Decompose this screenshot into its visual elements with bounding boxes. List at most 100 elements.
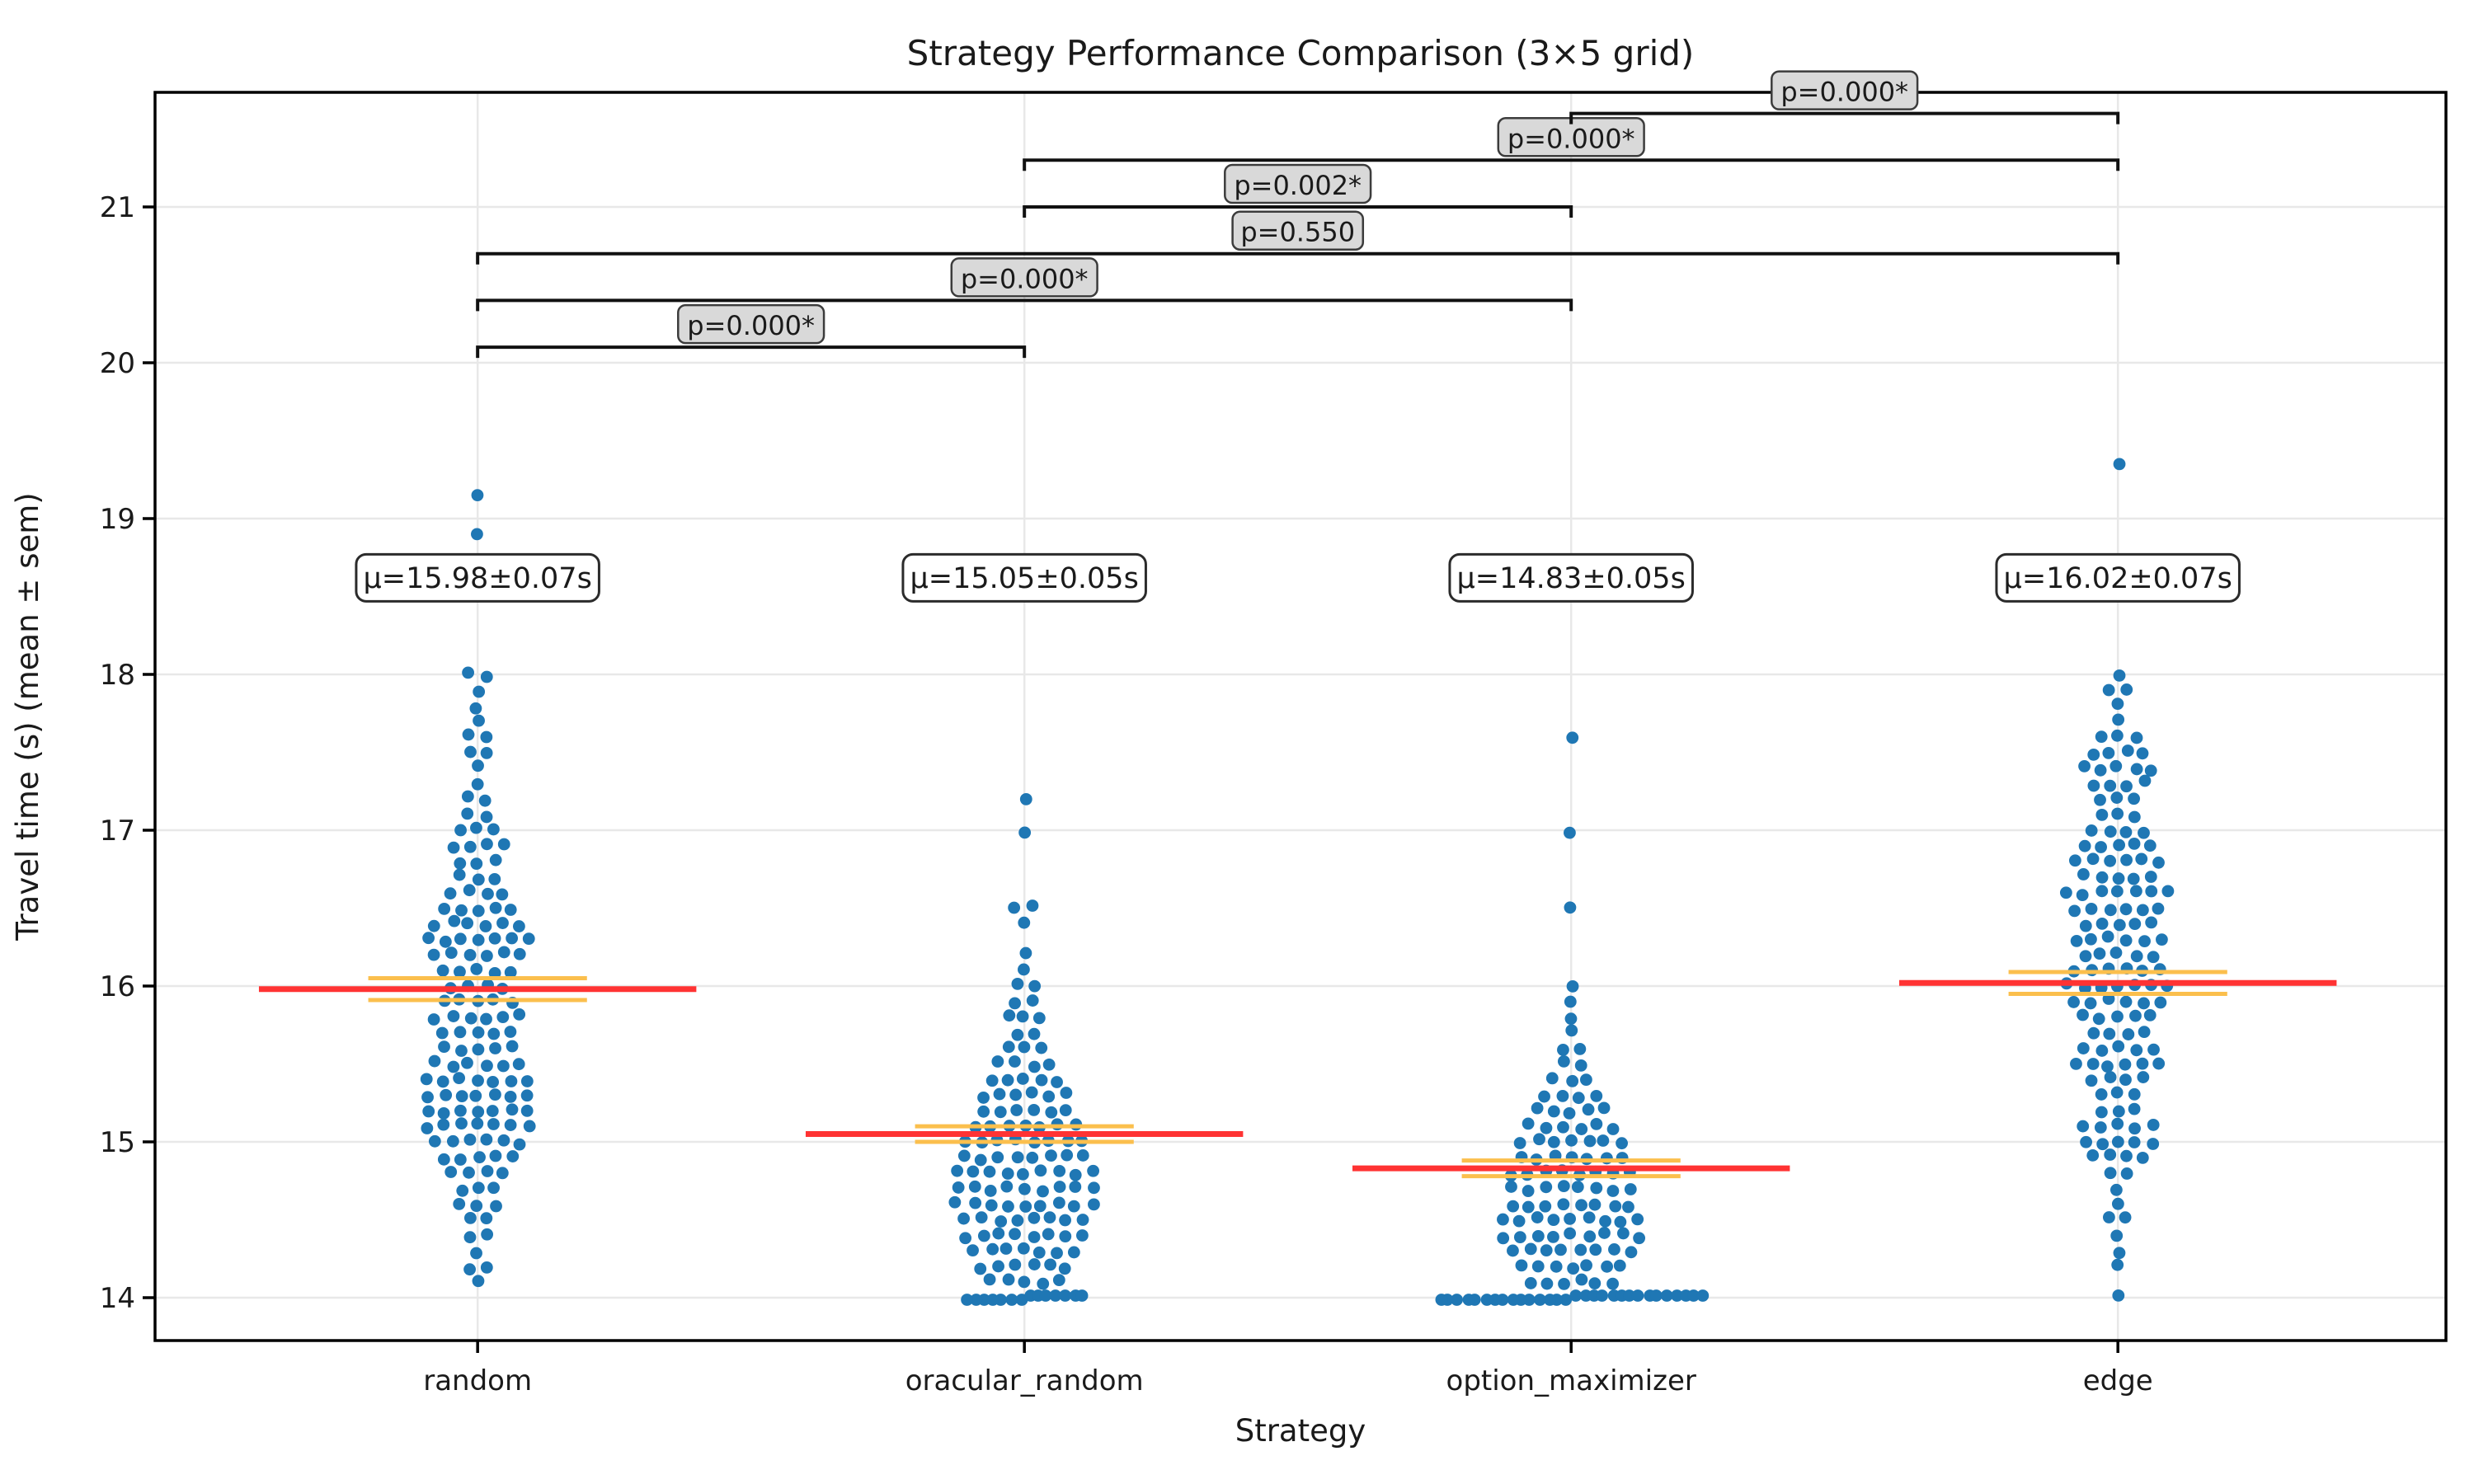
swarm-point xyxy=(1011,1151,1024,1164)
swarm-point xyxy=(480,1012,492,1026)
swarm-point xyxy=(1067,1200,1080,1213)
swarm-point xyxy=(1039,1289,1052,1302)
mean-annotations: μ=15.98±0.07s μ=15.05±0.05s μ=14.83±0.05s μ… xyxy=(355,552,2241,603)
swarm-point xyxy=(968,1180,981,1193)
swarm-point xyxy=(2095,841,2107,853)
swarm-point xyxy=(992,1227,1005,1240)
swarm-point xyxy=(480,730,493,744)
swarm-point xyxy=(1540,1121,1553,1134)
swarm-point xyxy=(2144,871,2157,883)
swarm-point xyxy=(967,1165,980,1178)
swarm-point xyxy=(520,1104,534,1117)
swarm-point xyxy=(1034,1164,1047,1177)
swarm-point xyxy=(1000,1180,1014,1193)
swarm-point xyxy=(1596,1289,1608,1302)
swarm-point xyxy=(1606,1123,1620,1135)
p-value-box xyxy=(950,257,1098,298)
swarm-point xyxy=(448,914,461,928)
swarm-point xyxy=(2103,1027,2116,1040)
swarm-point xyxy=(1087,1164,1100,1177)
p-value-label: p=0.000* xyxy=(961,263,1089,294)
swarm-point xyxy=(952,1181,965,1194)
swarm-point xyxy=(453,868,466,881)
swarm-point xyxy=(1564,1012,1578,1026)
swarm-point xyxy=(961,1294,973,1306)
swarm-point xyxy=(489,901,502,914)
swarm-point xyxy=(1545,1072,1559,1085)
swarm-point xyxy=(1037,1277,1050,1290)
swarm-point xyxy=(1018,1040,1031,1054)
swarm-point xyxy=(446,1134,459,1148)
swarm-point xyxy=(472,1275,485,1288)
swarm-point xyxy=(447,841,460,854)
swarm-point xyxy=(2147,951,2160,964)
swarm-point xyxy=(1505,1181,1517,1193)
swarm-point xyxy=(473,1151,486,1164)
swarm-point xyxy=(2101,930,2114,943)
swarm-point xyxy=(2128,1102,2141,1115)
swarm-point xyxy=(513,1007,526,1021)
swarm-point xyxy=(444,887,457,900)
swarm-point xyxy=(489,1149,502,1162)
swarm-point xyxy=(1531,1230,1545,1242)
swarm-point xyxy=(1564,901,1577,914)
swarm-point xyxy=(2130,950,2143,963)
swarm-point xyxy=(2085,1074,2098,1087)
swarm-point xyxy=(1059,1230,1072,1243)
swarm-point xyxy=(1019,792,1032,805)
swarm-point xyxy=(1590,1117,1603,1130)
swarm-point xyxy=(1018,963,1030,976)
swarm-point xyxy=(1590,1089,1603,1102)
swarm-point xyxy=(437,1106,450,1120)
swarm-point xyxy=(1671,1289,1683,1302)
swarm-point xyxy=(1579,1073,1592,1087)
swarm-point xyxy=(440,1088,453,1101)
swarm-point xyxy=(428,1134,441,1148)
swarm-point xyxy=(436,1075,449,1088)
swarm-point xyxy=(2111,697,2124,711)
swarm-point xyxy=(2136,904,2149,917)
swarm-point xyxy=(1597,1134,1610,1147)
swarm-point xyxy=(487,1076,500,1088)
swarm-point xyxy=(999,1242,1013,1255)
swarm-point xyxy=(984,1185,997,1197)
swarm-point xyxy=(1507,1244,1519,1257)
p-value-box xyxy=(677,303,825,345)
swarm-point xyxy=(2104,854,2117,867)
swarm-point xyxy=(469,702,482,715)
swarm-point xyxy=(1580,1259,1592,1272)
swarm-point xyxy=(520,1075,534,1087)
swarm-point xyxy=(1059,1104,1072,1117)
swarm-point xyxy=(1524,1277,1537,1289)
swarm-point xyxy=(489,853,502,866)
swarm-point xyxy=(2095,871,2109,884)
swarm-point xyxy=(2077,868,2090,881)
swarm-point xyxy=(1540,1277,1554,1290)
swarm-point xyxy=(1010,1104,1023,1116)
swarm-point xyxy=(1042,1090,1056,1103)
mean-annotation-box xyxy=(1995,552,2241,603)
swarm-point xyxy=(2130,1044,2143,1057)
swarm-point xyxy=(454,857,467,870)
mean-sem-lines xyxy=(258,970,2337,1179)
swarm-point xyxy=(1462,1294,1475,1306)
significance-bracket xyxy=(476,345,1027,359)
swarm-point xyxy=(470,821,482,834)
swarm-point xyxy=(437,1118,450,1131)
swarm-point xyxy=(1696,1289,1710,1302)
swarm-point xyxy=(1507,1294,1520,1306)
swarm-point xyxy=(2128,1136,2141,1148)
swarm-point xyxy=(422,1105,435,1118)
y-tick-label: 21 xyxy=(100,191,135,224)
swarm-point xyxy=(994,1106,1007,1119)
swarm-point xyxy=(1001,1167,1014,1180)
swarm-point xyxy=(977,1092,990,1104)
swarm-point xyxy=(1547,1230,1559,1243)
swarm-point xyxy=(2067,996,2080,1008)
outlier-point xyxy=(471,489,484,502)
swarm-point xyxy=(488,932,501,945)
swarm-point xyxy=(1042,1228,1055,1241)
swarm-point xyxy=(2130,731,2143,744)
swarm-point xyxy=(1544,1294,1556,1306)
swarm-point xyxy=(2119,903,2133,916)
